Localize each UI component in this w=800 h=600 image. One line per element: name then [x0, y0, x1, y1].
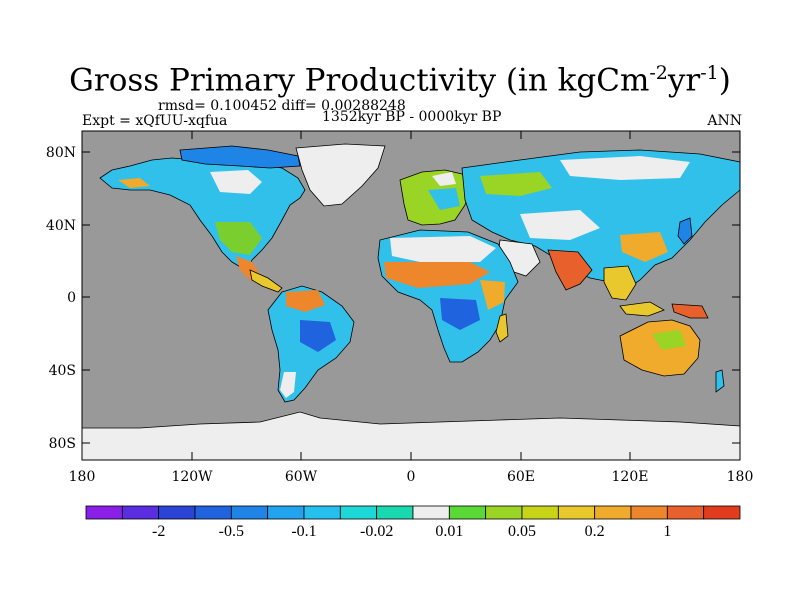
colorbar-label: 1: [663, 523, 671, 540]
colorbar-swatch: [303, 505, 341, 520]
landmass-madagascar: [495, 313, 509, 343]
landmass-east-asia-orange: [620, 232, 668, 262]
landmass-asia-north-white: [560, 156, 690, 180]
colorbar-label: 0.2: [585, 523, 605, 540]
colorbar-swatch: [448, 505, 487, 520]
map-title: Gross Primary Productivity (in kgCm-2yr-…: [69, 62, 731, 99]
lon-label-180e: 180: [727, 469, 754, 485]
colorbar-swatch: [412, 505, 450, 520]
colorbar-swatch: [666, 505, 705, 520]
colorbar-label: 0.01: [435, 523, 463, 540]
landmass-greenland: [295, 143, 386, 207]
landmass-south-america-blue: [300, 320, 336, 352]
landmass-sahara-white: [390, 236, 496, 262]
lat-label-80s: 80S: [49, 436, 76, 452]
colorbar-swatch: [594, 505, 632, 520]
landmass-sahel-orange: [384, 262, 490, 288]
colorbar-label: -2: [152, 523, 165, 540]
landmass-europe-blue: [428, 188, 460, 210]
landmass-new-guinea: [671, 303, 709, 319]
landmass-south-america-north-orange: [286, 290, 325, 312]
colorbar-swatch: [85, 505, 123, 520]
lon-label-0: 0: [407, 469, 416, 485]
period-label: 1352kyr BP - 0000kyr BP: [322, 109, 502, 125]
landmass-india-orange: [547, 249, 593, 291]
colorbar-swatch: [230, 505, 269, 520]
landmass-australia-green: [652, 330, 686, 350]
colorbar-swatch: [339, 505, 378, 520]
landmass-north-america-south-us: [215, 222, 262, 255]
landmass-japan: [677, 217, 693, 245]
lat-label-0: 0: [67, 290, 76, 306]
lon-label-180w: 180: [69, 469, 96, 485]
longitude-axis: 180 120W 60W 0 60E 120E 180: [69, 131, 754, 485]
landmass-central-africa-blue: [440, 298, 480, 330]
colorbar-swatch: [376, 505, 414, 520]
lat-label-40s: 40S: [49, 363, 76, 379]
landmass-new-zealand: [715, 369, 725, 393]
colorbar-swatch: [557, 505, 596, 520]
landmass-alaska-orange: [118, 178, 150, 188]
colorbar-swatch: [121, 505, 160, 520]
landmass-central-asia-white: [520, 210, 600, 240]
lon-label-60w: 60W: [285, 469, 318, 485]
landmass-north-america-canada-white: [210, 170, 262, 194]
landmass-east-africa-orange: [480, 280, 505, 310]
colorbar-label: -0.02: [360, 523, 393, 540]
lat-label-40n: 40N: [46, 218, 76, 234]
season-label: ANN: [707, 113, 742, 129]
colorbar: [85, 505, 741, 520]
colorbar-swatch: [521, 505, 559, 520]
colorbar-swatch: [158, 505, 196, 520]
colorbar-swatch: [485, 505, 523, 520]
latitude-axis: 80N 40N 0 40S 80S: [46, 145, 740, 452]
colorbar-label: -0.1: [291, 523, 316, 540]
colorbar-swatch: [703, 505, 741, 520]
landmass-south-america-south-white: [280, 372, 296, 398]
colorbar-swatch: [630, 505, 668, 520]
landmass-siberia-green: [480, 172, 552, 196]
lon-label-120e: 120E: [612, 469, 649, 485]
lon-label-120w: 120W: [171, 469, 213, 485]
colorbar-swatch: [267, 505, 305, 520]
experiment-label: Expt = xQfUU-xqfua: [82, 113, 228, 129]
lon-label-60e: 60E: [507, 469, 535, 485]
landmass-southeast-asia: [603, 265, 637, 301]
colorbar-swatch: [194, 505, 232, 520]
colorbar-labels: -2 -0.5 -0.1 -0.02 0.01 0.05 0.2 1: [152, 523, 671, 540]
landmass-indonesia: [619, 301, 665, 317]
landmass-central-america: [249, 269, 283, 293]
lat-label-80n: 80N: [46, 145, 76, 161]
colorbar-label: -0.5: [219, 523, 244, 540]
stats-text: rmsd= 0.100452 diff= 0.00288248: [158, 98, 406, 114]
landmass-scandinavia-white: [432, 172, 456, 186]
colorbar-label: 0.05: [508, 523, 536, 540]
landmass-arctic-islands: [179, 145, 301, 169]
